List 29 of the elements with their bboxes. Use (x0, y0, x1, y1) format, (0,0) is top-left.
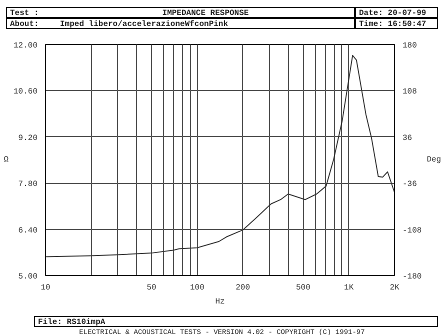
y2-tick-label: 108 (402, 88, 418, 97)
y2-tick-label: -36 (402, 180, 418, 190)
x-tick-label: 200 (236, 284, 250, 292)
text: Date: 20-07-99 (355, 7, 438, 18)
y-axis-title: Ω (4, 156, 9, 164)
y-tick-label: 9.20 (18, 134, 38, 143)
chart-subtitle: Imped libero/accelerazioneWfconPink (60, 19, 228, 29)
text: Time: 16:50:47 (355, 18, 438, 29)
x-tick-label: 50 (146, 284, 157, 292)
text: Test : (10, 8, 40, 18)
text: About: (10, 19, 40, 29)
y2-tick-label: -180 (402, 272, 422, 282)
y-tick-label: 12.00 (13, 42, 38, 50)
x-tick-label: 1K (344, 284, 354, 292)
chart-title: IMPEDANCE RESPONSE (161, 8, 250, 18)
y2-tick-label: -108 (402, 226, 422, 236)
y-tick-label: 5.00 (18, 272, 38, 282)
x-tick-label: 10 (40, 284, 50, 292)
y2-tick-label: 36 (402, 134, 412, 143)
x-tick-label: 100 (190, 284, 205, 292)
x-tick-label: 2K (390, 284, 400, 292)
y-tick-label: 7.80 (18, 180, 38, 190)
y-tick-label: 6.40 (18, 226, 38, 236)
y2-tick-label: 180 (402, 42, 418, 50)
y-tick-label: 10.60 (13, 88, 38, 97)
x-axis-title: Hz (215, 298, 225, 306)
y2-axis-title: Deg (426, 156, 442, 164)
text: File: RS10impA (34, 316, 438, 327)
x-tick-label: 500 (296, 284, 311, 292)
